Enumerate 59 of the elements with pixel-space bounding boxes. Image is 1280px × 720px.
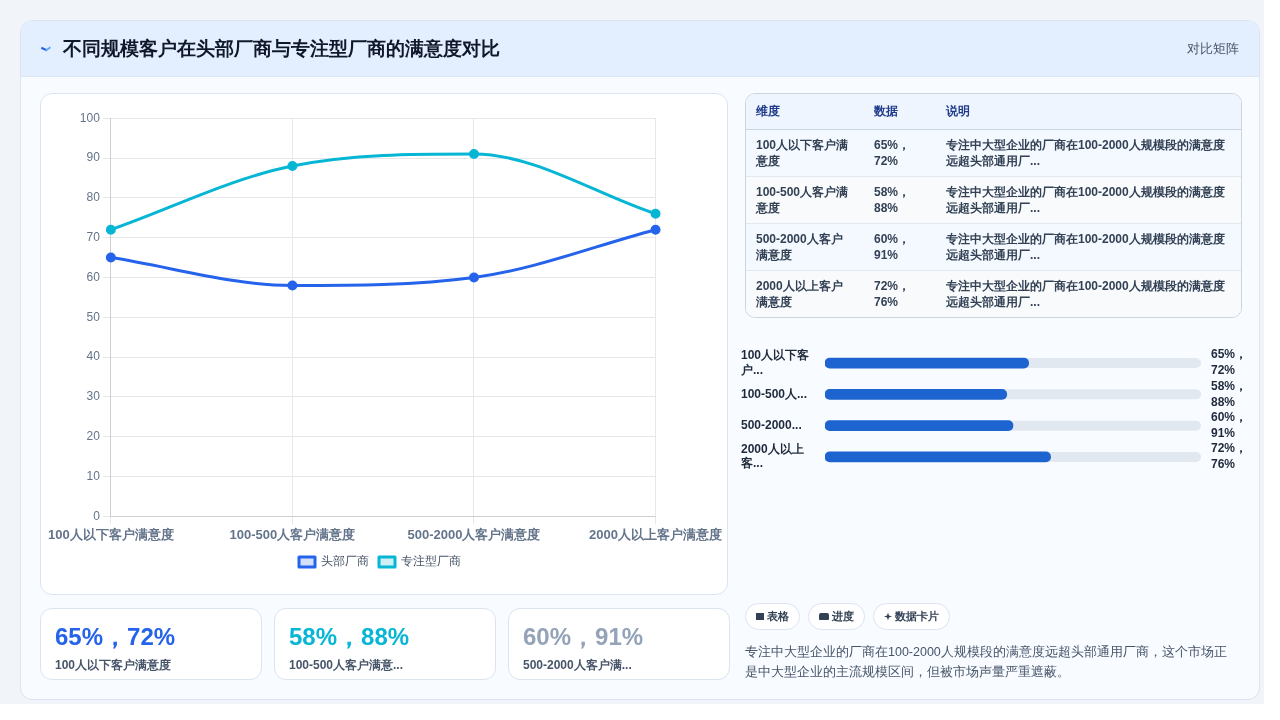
x-tick-label: 500-2000人客户满意度 bbox=[407, 526, 541, 542]
text: 60%，91% bbox=[523, 622, 645, 652]
text: 65%，72% bbox=[873, 137, 912, 170]
text: 维度 bbox=[746, 94, 864, 130]
y-tick-label: 100人以下客户... bbox=[740, 348, 810, 377]
text: 表格 bbox=[745, 603, 800, 630]
text: 说明 bbox=[936, 94, 1241, 130]
data-label: 60%，91% bbox=[1211, 409, 1248, 440]
y-tick-label: 30 bbox=[86, 389, 101, 404]
text: 58%，88% bbox=[864, 176, 936, 224]
point bbox=[468, 149, 479, 160]
text: 专注中大型企业的厂商在100-2000人规模段的满意度远超头部通用厂... bbox=[936, 270, 1241, 317]
data-label: 72%，76% bbox=[1211, 441, 1248, 472]
legend-label: 头部厂商 bbox=[321, 554, 369, 569]
y-tick-label: 90 bbox=[86, 150, 101, 165]
y-tick-label: 10 bbox=[86, 468, 101, 483]
y-tick-label: 20 bbox=[86, 429, 101, 444]
y-tick-label: 80 bbox=[86, 190, 101, 205]
text: 500-2000人客户满意度 bbox=[746, 223, 864, 271]
text: 65%，72% bbox=[55, 622, 177, 652]
y-tick-label: 2000人以上客... bbox=[740, 442, 804, 471]
text: 对比矩阵 bbox=[1187, 39, 1239, 58]
text: 数据卡片 bbox=[873, 603, 950, 630]
y-tick-label: 500-2000... bbox=[741, 417, 802, 432]
text: 专注中大型企业的厂商在100-2000人规模段的满意度远超头部通用厂... bbox=[936, 176, 1241, 224]
point bbox=[105, 252, 116, 263]
text: 100-500人客户满意... bbox=[289, 657, 405, 674]
point bbox=[287, 280, 298, 291]
text: 数据 bbox=[864, 94, 936, 130]
text: 500-2000人客户满... bbox=[523, 657, 633, 674]
text: 专注中大型企业的厂商在100-2000人规模段的满意度远超头部通用厂... bbox=[945, 137, 1226, 170]
point bbox=[650, 208, 661, 219]
text: 100人以下客户满意度 bbox=[55, 657, 173, 674]
x-tick-label: 100人以下客户满意度 bbox=[47, 526, 174, 542]
y-tick-label: 40 bbox=[86, 349, 101, 364]
text: 60%，91% bbox=[864, 223, 936, 271]
text: 58%，88% bbox=[289, 622, 411, 652]
data-label: 65%，72% bbox=[1211, 347, 1248, 378]
legend-label: 专注型厂商 bbox=[401, 554, 461, 569]
text: 2000人以上客户满意度 bbox=[746, 270, 864, 317]
y-tick-label: 100 bbox=[79, 110, 101, 125]
text: 100人以下客户满意度 bbox=[755, 137, 850, 170]
text: 专注中大型企业的厂商在100-2000人规模段的满意度远超头部通用厂商，这个市场正是中大型企业的主流规模区间，但被市场声量严重遮蔽。 bbox=[745, 644, 1228, 681]
y-tick-label: 0 bbox=[93, 508, 101, 523]
text: 专注中大型企业的厂商在100-2000人规模段的满意度远超头部通用厂... bbox=[936, 223, 1241, 271]
x-tick-label: 2000人以上客户满意度 bbox=[589, 526, 722, 542]
y-tick-label: 100-500人... bbox=[741, 386, 808, 401]
text: 72%，76% bbox=[864, 270, 936, 317]
x-tick-label: 100-500人客户满意度 bbox=[229, 526, 356, 542]
data-label: 58%，88% bbox=[1211, 378, 1248, 409]
point bbox=[650, 224, 661, 235]
point bbox=[287, 160, 298, 171]
text: 不同规模客户在头部厂商与专注型厂商的满意度对比 bbox=[63, 36, 501, 61]
text: 进度 bbox=[808, 603, 865, 630]
point bbox=[468, 272, 479, 283]
y-tick-label: 70 bbox=[86, 229, 101, 244]
y-tick-label: 50 bbox=[86, 309, 101, 324]
text: 100-500人客户满意度 bbox=[746, 176, 864, 224]
y-tick-label: 60 bbox=[86, 269, 101, 284]
